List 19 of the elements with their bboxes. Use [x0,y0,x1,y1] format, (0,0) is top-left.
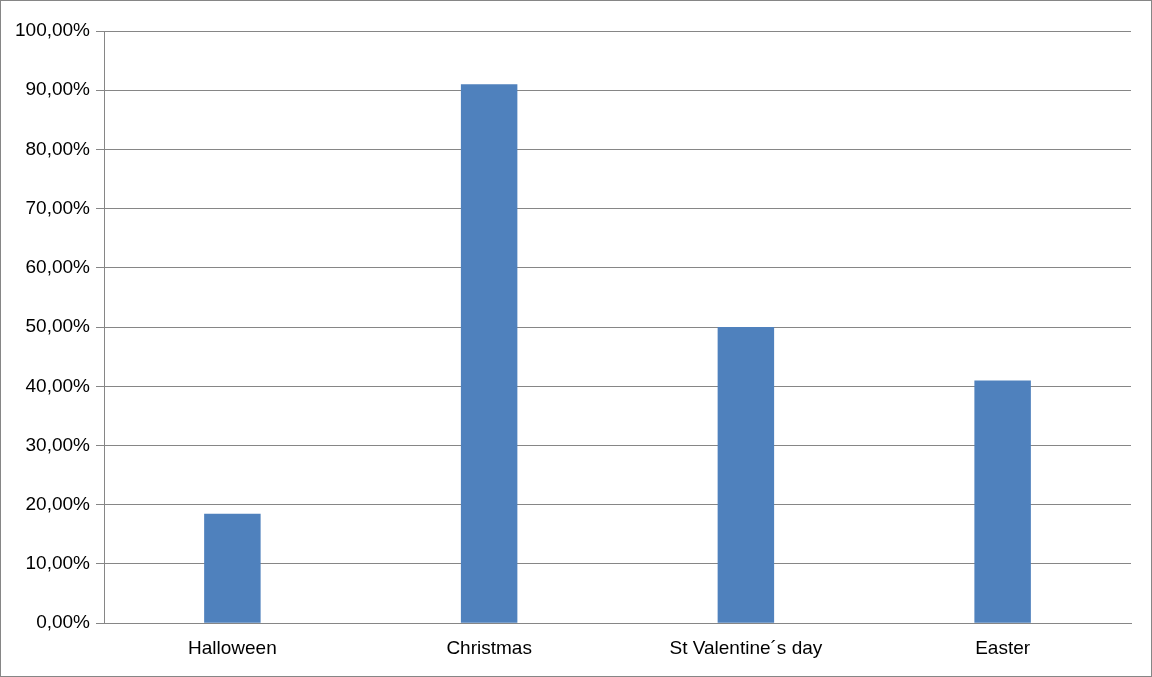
bar [460,84,518,623]
y-tick-label: 90,00% [25,78,91,100]
y-tick-label: 80,00% [25,137,91,159]
y-tick-label: 30,00% [25,433,91,455]
bar [974,380,1031,623]
y-tick-label: 50,00% [25,315,91,337]
y-tick-label: 40,00% [25,374,91,396]
y-tick-label: 0,00% [36,611,91,633]
y-tick-label: 70,00% [25,196,91,218]
x-tick-label: Christmas [446,636,532,658]
y-tick-label: 10,00% [25,552,91,574]
bar [717,327,775,623]
x-tick-label: Halloween [188,636,277,658]
x-tick-label: Easter [975,636,1031,658]
y-tick-label: 100,00% [14,19,91,41]
x-tick-label: St Valentine´s day [669,636,823,658]
bar [204,513,261,623]
y-tick-label: 20,00% [25,492,91,514]
y-tick-label: 60,00% [25,256,91,278]
